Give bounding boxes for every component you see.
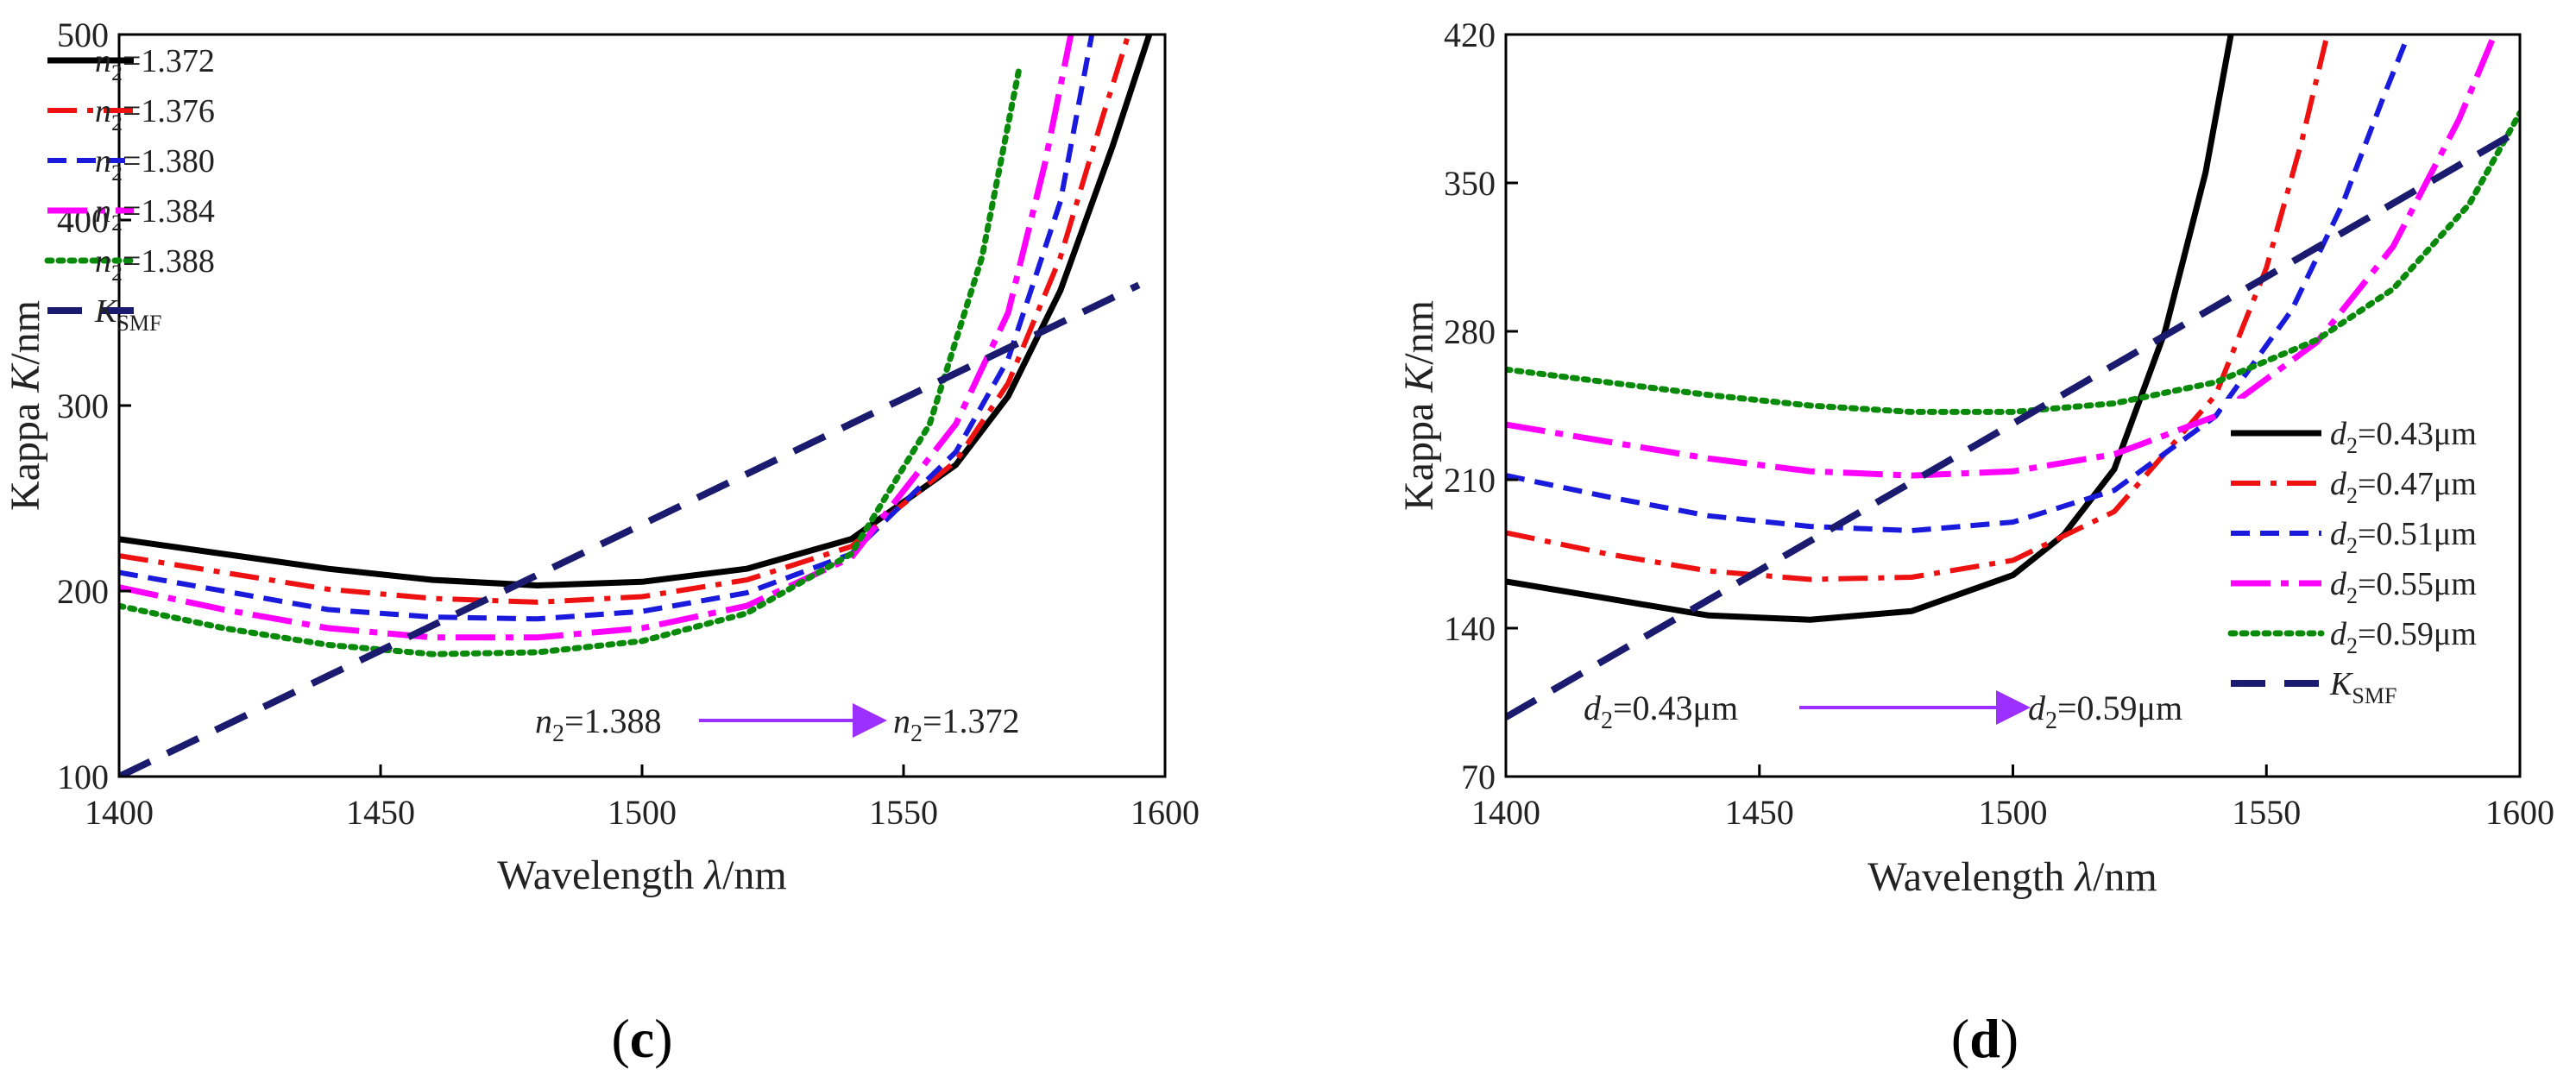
annotation-to-c: n2=1.372 (893, 701, 1020, 747)
series-line-c-1 (119, 35, 1131, 605)
series-line-d-4 (1506, 110, 2520, 415)
y-tick-label-d-1: 140 (1444, 609, 1496, 648)
series-line-c-0 (119, 35, 1153, 588)
x-tick-label-d-3: 1550 (2232, 793, 2301, 832)
legend-d: d2=0.43μm d2=0.47μm d2=0.51μm d2=0.55μm d2=0… (2222, 399, 2511, 720)
legend-label-c-0: n2=1.372 (95, 43, 215, 85)
series-line-c-2 (119, 35, 1095, 622)
x-tick-label-d-2: 1500 (1979, 793, 2048, 832)
ticks-d: 1400 1450 1500 1550 1600 70 140 210 280 350 420 (1444, 16, 2554, 832)
series-line-c-3 (119, 35, 1074, 641)
series-line-c-5 (119, 281, 1141, 777)
legend-label-d-2: d2=0.51μm (2330, 516, 2477, 558)
panel-label-d: (d) (1951, 1008, 2019, 1069)
x-tick-label-c-0: 1400 (85, 793, 154, 832)
chart-panel-d: 1400 1450 1500 1550 1600 70 140 210 280 350 420 Wa… (1396, 16, 2554, 1069)
series-line-c-4 (119, 68, 1022, 657)
annotation-d: d2=0.43μm d2=0.59μm (1584, 689, 2182, 734)
y-tick-label-c-1: 200 (57, 572, 109, 611)
plot-area-c (119, 35, 1153, 777)
plot-area-d (1506, 35, 2520, 720)
y-tick-label-d-4: 350 (1444, 164, 1496, 203)
x-axis-title-d: Wavelength λ/nm (1867, 854, 2157, 900)
plot-frame-c (117, 33, 1167, 778)
y-tick-label-c-0: 100 (57, 758, 109, 796)
series-line-d-5 (1506, 127, 2520, 720)
series-line-d-0 (1506, 35, 2234, 623)
x-axis-title-c: Wavelength λ/nm (497, 852, 787, 898)
legend-label-c-1: n2=1.376 (95, 93, 215, 135)
panel-label-c: (c) (611, 1008, 672, 1069)
annotation-c: n2=1.388 n2=1.372 (535, 701, 1020, 747)
series-line-d-2 (1506, 35, 2411, 533)
legend-label-d-5: KSMF (2329, 666, 2396, 708)
legend-label-c-2: n2=1.380 (95, 143, 215, 186)
series-line-d-3 (1506, 35, 2497, 479)
x-tick-label-d-1: 1450 (1725, 793, 1794, 832)
x-tick-label-d-4: 1600 (2485, 793, 2554, 832)
x-tick-label-d-0: 1400 (1471, 793, 1540, 832)
y-axis-title-c: Kappa K/nm (3, 300, 48, 511)
annotation-from-d: d2=0.43μm (1584, 689, 1738, 734)
x-tick-label-c-2: 1500 (608, 793, 677, 832)
x-tick-label-c-1: 1450 (346, 793, 415, 832)
annotation-from-c: n2=1.388 (535, 701, 662, 747)
legend-label-c-4: n2=1.388 (95, 243, 215, 286)
y-tick-label-d-3: 280 (1444, 312, 1496, 351)
x-tick-label-c-3: 1550 (869, 793, 938, 832)
legend-bg-d (2222, 399, 2511, 720)
legend-c: n2=1.372 n2=1.376 n2=1.380 n2=1.384 n2=1.388… (44, 43, 215, 336)
legend-label-d-1: d2=0.47μm (2330, 466, 2477, 508)
x-tick-label-c-4: 1600 (1131, 793, 1200, 832)
y-tick-label-d-2: 210 (1444, 461, 1496, 500)
y-tick-label-d-0: 70 (1461, 758, 1496, 796)
legend-label-d-0: d2=0.43μm (2330, 416, 2477, 458)
y-tick-label-c-4: 500 (57, 16, 109, 54)
legend-label-d-3: d2=0.55μm (2330, 566, 2477, 608)
annotation-to-d: d2=0.59μm (2028, 689, 2182, 734)
legend-label-c-3: n2=1.384 (95, 193, 215, 236)
y-axis-title-d: Kappa K/nm (1396, 300, 1442, 511)
series-line-d-1 (1506, 35, 2330, 582)
y-tick-label-d-5: 420 (1444, 16, 1496, 54)
legend-label-c-5: KSMF (94, 293, 161, 336)
legend-label-d-4: d2=0.59μm (2330, 616, 2477, 658)
y-tick-label-c-2: 300 (57, 387, 109, 425)
